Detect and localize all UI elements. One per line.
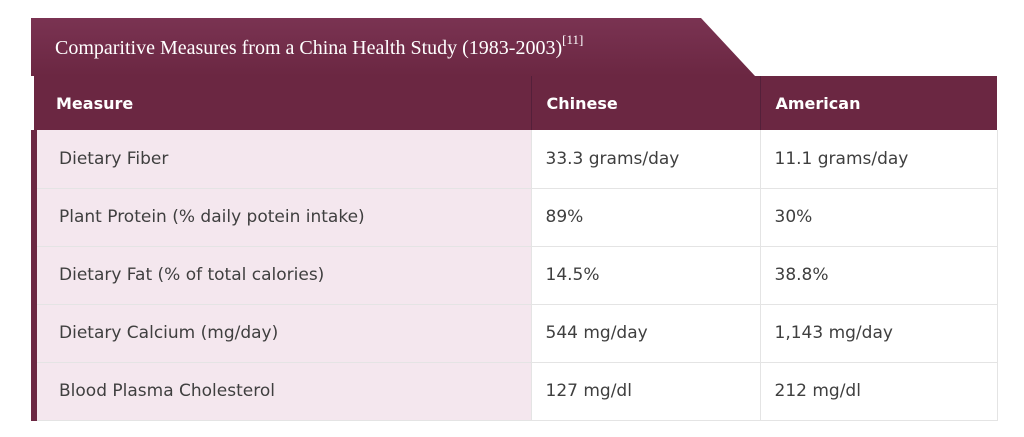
table-header-row: Measure Chinese American: [34, 76, 997, 130]
table-row: Dietary Calcium (mg/day) 544 mg/day 1,14…: [31, 304, 998, 363]
reference-link[interactable]: [11]: [562, 32, 584, 48]
american-value-cell: 38.8%: [760, 246, 998, 305]
column-header-american: American: [775, 93, 861, 113]
column-header-measure: Measure: [34, 76, 532, 130]
american-value-cell: 212 mg/dl: [760, 362, 998, 421]
chinese-value-cell: 89%: [531, 188, 761, 247]
table-title-text: Comparitive Measures from a China Health…: [55, 37, 563, 59]
measure-cell: Blood Plasma Cholesterol: [31, 362, 532, 421]
caption-tab-shape: [31, 18, 755, 76]
table-caption: Comparitive Measures from a China Health…: [31, 18, 755, 76]
chinese-value-cell: 544 mg/day: [531, 304, 761, 363]
measure-cell: Plant Protein (% daily potein intake): [31, 188, 532, 247]
table-row: Blood Plasma Cholesterol 127 mg/dl 212 m…: [31, 362, 998, 421]
american-value-cell: 30%: [760, 188, 998, 247]
table-row: Plant Protein (% daily potein intake) 89…: [31, 188, 998, 247]
table-row: Dietary Fat (% of total calories) 14.5% …: [31, 246, 998, 305]
column-header-chinese: Chinese: [531, 76, 761, 130]
comparison-table-container: Comparitive Measures from a China Health…: [31, 18, 998, 421]
chinese-value-cell: 33.3 grams/day: [531, 130, 761, 189]
measure-cell: Dietary Calcium (mg/day): [31, 304, 532, 363]
comparison-table: Measure Chinese American Dietary Fiber 3…: [31, 76, 998, 421]
chinese-value-cell: 127 mg/dl: [531, 362, 761, 421]
measure-cell: Dietary Fiber: [31, 130, 532, 189]
table-row: Dietary Fiber 33.3 grams/day 11.1 grams/…: [31, 130, 998, 189]
measure-cell: Dietary Fat (% of total calories): [31, 246, 532, 305]
table-title: Comparitive Measures from a China Health…: [55, 18, 583, 76]
chinese-value-cell: 14.5%: [531, 246, 761, 305]
american-value-cell: 11.1 grams/day: [760, 130, 998, 189]
american-value-cell: 1,143 mg/day: [760, 304, 998, 363]
